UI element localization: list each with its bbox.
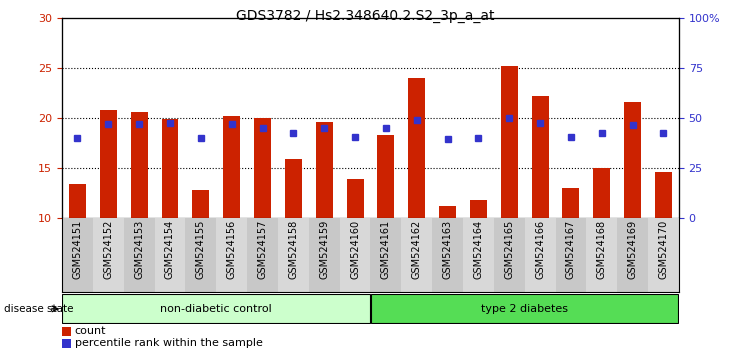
Bar (62, 295, 369, 323)
Bar (586, 218, 617, 292)
Bar (223, 116, 240, 218)
Bar (617, 218, 648, 292)
Bar (124, 218, 155, 292)
Text: count: count (75, 326, 107, 336)
Bar (470, 200, 487, 218)
Bar (193, 190, 210, 218)
Bar (161, 119, 178, 218)
Bar (525, 218, 556, 292)
Text: GSM524163: GSM524163 (442, 220, 453, 279)
Text: GSM524158: GSM524158 (288, 220, 299, 279)
Bar (155, 218, 185, 292)
Bar (254, 118, 271, 218)
Text: GSM524161: GSM524161 (381, 220, 391, 279)
Bar (624, 102, 641, 218)
Bar (309, 218, 339, 292)
Bar (563, 188, 580, 218)
Bar (556, 218, 586, 292)
Bar (93, 218, 124, 292)
Bar (131, 112, 147, 218)
Bar (439, 206, 456, 218)
Text: percentile rank within the sample: percentile rank within the sample (75, 338, 263, 348)
Text: GSM524170: GSM524170 (658, 220, 669, 279)
Bar (216, 218, 247, 292)
Text: GSM524153: GSM524153 (134, 220, 144, 279)
Bar (185, 218, 216, 292)
Bar (62, 218, 93, 292)
Bar (463, 218, 493, 292)
Bar (408, 78, 425, 218)
Bar (531, 96, 548, 218)
Bar (432, 218, 463, 292)
Bar (377, 135, 394, 218)
Bar (593, 168, 610, 218)
Text: GSM524162: GSM524162 (412, 220, 422, 279)
Text: GSM524159: GSM524159 (319, 220, 329, 279)
Bar (316, 122, 333, 218)
Text: GSM524152: GSM524152 (104, 220, 113, 279)
Bar (62, 326, 72, 336)
Bar (347, 179, 364, 218)
Text: GSM524166: GSM524166 (535, 220, 545, 279)
Text: GSM524169: GSM524169 (628, 220, 637, 279)
Bar (62, 338, 72, 348)
Text: GSM524156: GSM524156 (227, 220, 237, 279)
Text: non-diabetic control: non-diabetic control (161, 304, 272, 314)
Text: GDS3782 / Hs2.348640.2.S2_3p_a_at: GDS3782 / Hs2.348640.2.S2_3p_a_at (236, 9, 494, 23)
Bar (402, 218, 432, 292)
Bar (100, 110, 117, 218)
Bar (655, 172, 672, 218)
Text: GSM524154: GSM524154 (165, 220, 175, 279)
Bar (339, 218, 371, 292)
Text: GSM524164: GSM524164 (474, 220, 483, 279)
Text: GSM524155: GSM524155 (196, 220, 206, 279)
Text: disease state: disease state (4, 304, 73, 314)
Bar (278, 218, 309, 292)
Text: GSM524160: GSM524160 (350, 220, 360, 279)
Text: GSM524165: GSM524165 (504, 220, 514, 279)
Bar (69, 184, 86, 218)
Bar (371, 218, 402, 292)
Bar (493, 218, 525, 292)
Text: GSM524167: GSM524167 (566, 220, 576, 279)
Bar (247, 218, 278, 292)
Bar (285, 159, 301, 218)
Bar (648, 218, 679, 292)
Text: type 2 diabetes: type 2 diabetes (481, 304, 568, 314)
Text: GSM524157: GSM524157 (258, 220, 267, 279)
Bar (372, 295, 678, 323)
Bar (501, 66, 518, 218)
Text: GSM524168: GSM524168 (597, 220, 607, 279)
Text: GSM524151: GSM524151 (72, 220, 82, 279)
